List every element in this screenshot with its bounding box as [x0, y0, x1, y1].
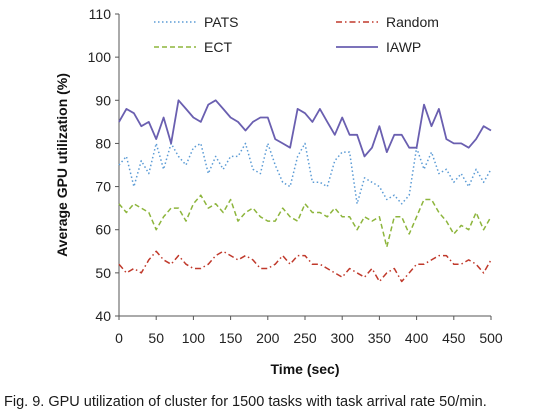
x-tick-label: 150: [219, 330, 243, 346]
x-tick-label: 100: [182, 330, 206, 346]
x-tick-label: 0: [115, 330, 123, 346]
x-tick-label: 250: [293, 330, 317, 346]
x-tick-label: 400: [405, 330, 429, 346]
x-tick-label: 350: [368, 330, 392, 346]
series-line-pats: [118, 142, 492, 205]
series-line-iawp: [118, 99, 492, 158]
x-tick-label: 300: [331, 330, 355, 346]
figure-caption: Fig. 9. GPU utilization of cluster for 1…: [4, 394, 487, 410]
y-tick-label: 70: [95, 179, 111, 195]
x-tick-label: 200: [256, 330, 280, 346]
x-axis-title: Time (sec): [271, 361, 340, 377]
y-tick-label: 80: [95, 135, 111, 151]
y-tick-label: 100: [88, 49, 112, 65]
x-tick-label: 50: [148, 330, 164, 346]
y-tick-label: 50: [95, 265, 111, 281]
y-axis-title: Average GPU utilization (%): [54, 73, 70, 257]
y-tick-label: 110: [89, 6, 112, 22]
x-tick-label: 450: [442, 330, 466, 346]
legend-label-ect: ECT: [204, 39, 232, 55]
y-tick-label: 90: [95, 92, 111, 108]
series-line-random: [118, 250, 492, 283]
series-line-ect: [118, 194, 492, 248]
y-tick-label: 40: [95, 308, 111, 324]
x-tick-label: 500: [479, 330, 503, 346]
legend-label-iawp: IAWP: [386, 39, 421, 55]
legend-label-pats: PATS: [204, 14, 239, 30]
y-tick-label: 60: [95, 222, 111, 238]
legend-label-random: Random: [386, 14, 439, 30]
